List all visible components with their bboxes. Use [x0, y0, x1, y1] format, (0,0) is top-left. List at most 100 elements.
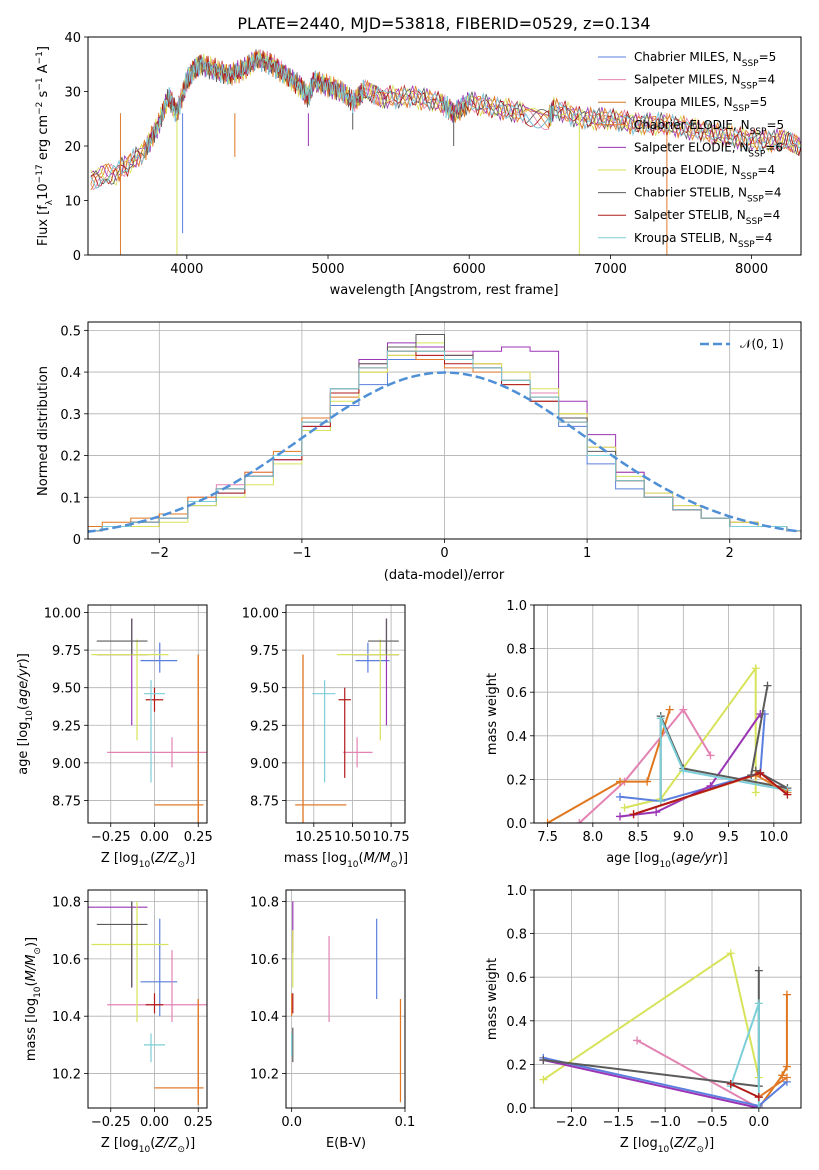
x-tick-label: 7000 [594, 262, 627, 277]
label-part: 10 [33, 986, 43, 998]
legend-label-tail: =4 [757, 163, 775, 177]
label-part: )] [398, 851, 408, 866]
axes-frame [87, 889, 208, 1109]
y-tick-label: 0.2 [506, 1058, 527, 1073]
label-part: 10 [139, 860, 151, 870]
legend-label: Chabrier ELODIE, NSSP=5 [634, 118, 784, 137]
legend-label-main: Salpeter MILES, N [634, 73, 741, 87]
label-part: )] [185, 1136, 195, 1151]
label-part: age [log [16, 722, 31, 775]
weight-marker [754, 1104, 763, 1108]
x-tick-label: 9.5 [718, 830, 739, 845]
axes-frame [87, 604, 208, 824]
legend-label-tail: =5 [750, 95, 768, 109]
weight-series-line [636, 1039, 760, 1108]
panel-age_vs_mass: 10.25 10.50 10.75 8.75 9.00 9.25 9.50 9.75 10.00… [242, 604, 410, 870]
label-part: erg cm [36, 115, 51, 164]
spectrum-series-line [90, 51, 801, 191]
label-part: ⊙ [177, 860, 185, 870]
errorbars [291, 901, 402, 1103]
weight-marker [539, 1075, 548, 1084]
y-axis-label: Flux [fλ10−17 erg cm−2 s−1 A−1] [35, 46, 55, 246]
weight-marker [751, 788, 760, 797]
x-tick-label: 0.0 [748, 1115, 769, 1130]
legend-label: 𝒩(0, 1) [740, 337, 784, 351]
label-part: Z/Z [154, 851, 178, 866]
x-tick-label: 1 [583, 546, 591, 561]
y-tick-label: 8.75 [52, 794, 81, 809]
y-axis-label: mass weight [485, 958, 500, 1040]
weight-marker [629, 810, 638, 819]
label-part: age/yr [16, 662, 31, 705]
y-tick-label: 8.75 [250, 794, 279, 809]
weight-marker [543, 819, 552, 823]
legend-label-sub: SSP [741, 172, 758, 182]
x-tick-label: 8000 [735, 262, 768, 277]
label-part: Z [log [101, 851, 139, 866]
weight-marker [782, 990, 791, 999]
label-part: M/M [24, 955, 39, 982]
legend-label: Kroupa MILES, NSSP=5 [634, 95, 767, 114]
legend-label: Salpeter ELODIE, NSSP=6 [634, 140, 783, 159]
y-tick-label: 0 [73, 533, 81, 548]
y-tick-label: 9.00 [250, 757, 279, 772]
y-tick-label: 9.75 [52, 644, 81, 659]
label-part: 10 [658, 1145, 670, 1155]
x-tick-label: −0.25 [91, 1115, 131, 1130]
y-tick-label: 0.2 [60, 450, 81, 465]
x-tick-label: −2.0 [556, 1115, 588, 1130]
axes-frame [285, 889, 406, 1109]
weight-marker [620, 803, 629, 812]
weight-lines [539, 949, 791, 1108]
label-part: ( [669, 1136, 674, 1151]
legend-label-tail: =5 [766, 118, 784, 132]
legend-label: Kroupa STELIB, NSSP=4 [634, 231, 772, 250]
legend-label-main: Chabrier STELIB, N [634, 186, 747, 200]
weight-series-line [542, 951, 760, 1081]
label-part: mass [log [24, 998, 39, 1061]
label-part: 10 [659, 860, 671, 870]
label-part: 10 [139, 1145, 151, 1155]
legend-label: Chabrier STELIB, NSSP=4 [634, 186, 782, 205]
weight-marker [539, 1056, 548, 1065]
weight-lines [543, 664, 792, 823]
x-tick-label: 2 [726, 546, 734, 561]
y-tick-label: 10.4 [52, 1010, 81, 1025]
weight-marker [656, 714, 665, 723]
axes-frame [533, 604, 802, 824]
x-tick-label: −1.5 [603, 1115, 635, 1130]
y-tick-label: 0.6 [506, 686, 527, 701]
x-axis-label: E(B-V) [326, 1136, 366, 1151]
x-tick-label: −0.25 [91, 830, 131, 845]
legend-label-sub: SSP [741, 82, 758, 92]
axes-frame [87, 321, 802, 540]
label-part: λ [45, 199, 55, 205]
histogram-step [88, 350, 801, 532]
legend-label-sub: SSP [738, 240, 755, 250]
panel-mass_vs_ebv: 0.0 0.1 10.2 10.4 10.6 10.8 E(B-V) [250, 889, 415, 1151]
weight-series-line [619, 713, 766, 803]
histogram-lines [88, 334, 801, 533]
weight-marker [782, 1062, 791, 1071]
weight-marker [754, 966, 763, 975]
y-tick-label: 0.5 [60, 324, 81, 339]
errorbars [88, 901, 207, 1106]
y-tick-label: 10.8 [250, 895, 279, 910]
y-tick-label: 9.50 [250, 682, 279, 697]
label-part: age [log [606, 851, 659, 866]
label-part: s [36, 90, 51, 101]
x-tick-label: 6000 [453, 262, 486, 277]
label-part: Z/Z [673, 1136, 697, 1151]
legend-label-tail: =6 [765, 140, 783, 154]
legend-label-sub: SSP [733, 104, 750, 114]
label-part: ( [150, 1136, 155, 1151]
weight-marker [615, 812, 624, 821]
x-tick-label: 9.0 [673, 830, 694, 845]
legend-label-sub: SSP [742, 59, 759, 69]
y-tick-label: 0.1 [60, 491, 81, 506]
y-tick-label: 10.00 [242, 607, 279, 622]
weight-marker [652, 808, 661, 817]
weight-marker [679, 705, 688, 714]
y-axis-label: age [log10(age/yr)] [16, 653, 35, 775]
y-tick-label: 9.75 [250, 644, 279, 659]
